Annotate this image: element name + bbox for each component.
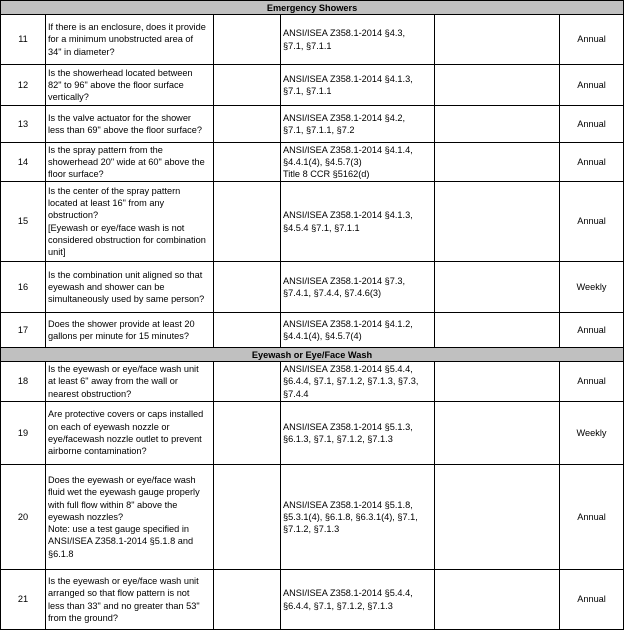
- item-number: 15: [0, 181, 46, 262]
- reference: ANSI/ISEA Z358.1-2014 §4.2, §7.1, §7.1.1…: [280, 105, 435, 143]
- question: Is the eyewash or eye/face wash unit at …: [45, 361, 214, 402]
- response-cell[interactable]: [213, 361, 281, 402]
- item-number: 18: [0, 361, 46, 402]
- question: Are protective covers or caps installed …: [45, 401, 214, 465]
- table-row: 20 Does the eyewash or eye/face wash flui…: [0, 464, 625, 570]
- question: Does the shower provide at least 20 gall…: [45, 312, 214, 348]
- frequency: Annual: [558, 181, 625, 262]
- reference: ANSI/ISEA Z358.1-2014 §7.3, §7.4.1, §7.4…: [280, 261, 435, 313]
- frequency: Annual: [558, 64, 625, 106]
- section-header: Emergency Showers: [0, 0, 625, 15]
- comments-cell[interactable]: [434, 261, 560, 313]
- question: Is the spray pattern from the showerhead…: [45, 142, 214, 182]
- item-number: 13: [0, 105, 46, 143]
- comments-cell[interactable]: [434, 361, 560, 402]
- response-cell[interactable]: [213, 181, 281, 262]
- response-cell[interactable]: [213, 401, 281, 465]
- item-number: 14: [0, 142, 46, 182]
- frequency: Annual: [558, 312, 625, 348]
- item-number: 19: [0, 401, 46, 465]
- reference: ANSI/ISEA Z358.1-2014 §4.1.3, §4.5.4 §7.…: [280, 181, 435, 262]
- question: Is the showerhead located between 82" to…: [45, 64, 214, 106]
- response-cell[interactable]: [213, 464, 281, 570]
- table-row: 17 Does the shower provide at least 20 ga…: [0, 312, 625, 348]
- question: Does the eyewash or eye/face wash fluid …: [45, 464, 214, 570]
- section-header: Eyewash or Eye/Face Wash: [0, 347, 625, 362]
- comments-cell[interactable]: [434, 569, 560, 630]
- comments-cell[interactable]: [434, 312, 560, 348]
- reference: ANSI/ISEA Z358.1-2014 §5.1.3, §6.1.3, §7…: [280, 401, 435, 465]
- item-number: 16: [0, 261, 46, 313]
- frequency: Annual: [558, 14, 625, 65]
- reference: ANSI/ISEA Z358.1-2014 §4.3, §7.1, §7.1.1: [280, 14, 435, 65]
- response-cell[interactable]: [213, 261, 281, 313]
- question: If there is an enclosure, does it provid…: [45, 14, 214, 65]
- frequency: Annual: [558, 105, 625, 143]
- comments-cell[interactable]: [434, 181, 560, 262]
- comments-cell[interactable]: [434, 64, 560, 106]
- table-row: 16 Is the combination unit aligned so tha…: [0, 261, 625, 313]
- response-cell[interactable]: [213, 569, 281, 630]
- comments-cell[interactable]: [434, 401, 560, 465]
- table-row: 15 Is the center of the spray pattern loc…: [0, 181, 625, 262]
- reference: ANSI/ISEA Z358.1-2014 §4.1.2, §4.4.1(4),…: [280, 312, 435, 348]
- question: Is the eyewash or eye/face wash unit arr…: [45, 569, 214, 630]
- table-row: 12 Is the showerhead located between 82" …: [0, 64, 625, 106]
- response-cell[interactable]: [213, 14, 281, 65]
- reference: ANSI/ISEA Z358.1-2014 §5.1.8, §5.3.1(4),…: [280, 464, 435, 570]
- reference: ANSI/ISEA Z358.1-2014 §4.1.3, §7.1, §7.1…: [280, 64, 435, 106]
- frequency: Annual: [558, 569, 625, 630]
- question: Is the combination unit aligned so that …: [45, 261, 214, 313]
- comments-cell[interactable]: [434, 105, 560, 143]
- item-number: 21: [0, 569, 46, 630]
- frequency: Weekly: [558, 261, 625, 313]
- frequency: Annual: [558, 464, 625, 570]
- item-number: 20: [0, 464, 46, 570]
- question: Is the valve actuator for the shower les…: [45, 105, 214, 143]
- reference: ANSI/ISEA Z358.1-2014 §5.4.4, §6.4.4, §7…: [280, 569, 435, 630]
- table-row: 13 Is the valve actuator for the shower l…: [0, 105, 625, 143]
- reference: ANSI/ISEA Z358.1-2014 §5.4.4, §6.4.4, §7…: [280, 361, 435, 402]
- frequency: Annual: [558, 142, 625, 182]
- item-number: 11: [0, 14, 46, 65]
- frequency: Annual: [558, 361, 625, 402]
- item-number: 12: [0, 64, 46, 106]
- section-title: Emergency Showers: [0, 0, 625, 15]
- response-cell[interactable]: [213, 312, 281, 348]
- table-row: 18 Is the eyewash or eye/face wash unit a…: [0, 361, 625, 402]
- section-title: Eyewash or Eye/Face Wash: [0, 347, 625, 362]
- table-row: 19 Are protective covers or caps installe…: [0, 401, 625, 465]
- comments-cell[interactable]: [434, 464, 560, 570]
- comments-cell[interactable]: [434, 14, 560, 65]
- response-cell[interactable]: [213, 142, 281, 182]
- comments-cell[interactable]: [434, 142, 560, 182]
- reference: ANSI/ISEA Z358.1-2014 §4.1.4, §4.4.1(4),…: [280, 142, 435, 182]
- response-cell[interactable]: [213, 105, 281, 143]
- frequency: Weekly: [558, 401, 625, 465]
- question: Is the center of the spray pattern locat…: [45, 181, 214, 262]
- table-row: 11 If there is an enclosure, does it prov…: [0, 14, 625, 65]
- table-row: 21 Is the eyewash or eye/face wash unit a…: [0, 569, 625, 630]
- table-row: 14 Is the spray pattern from the showerhe…: [0, 142, 625, 182]
- item-number: 17: [0, 312, 46, 348]
- response-cell[interactable]: [213, 64, 281, 106]
